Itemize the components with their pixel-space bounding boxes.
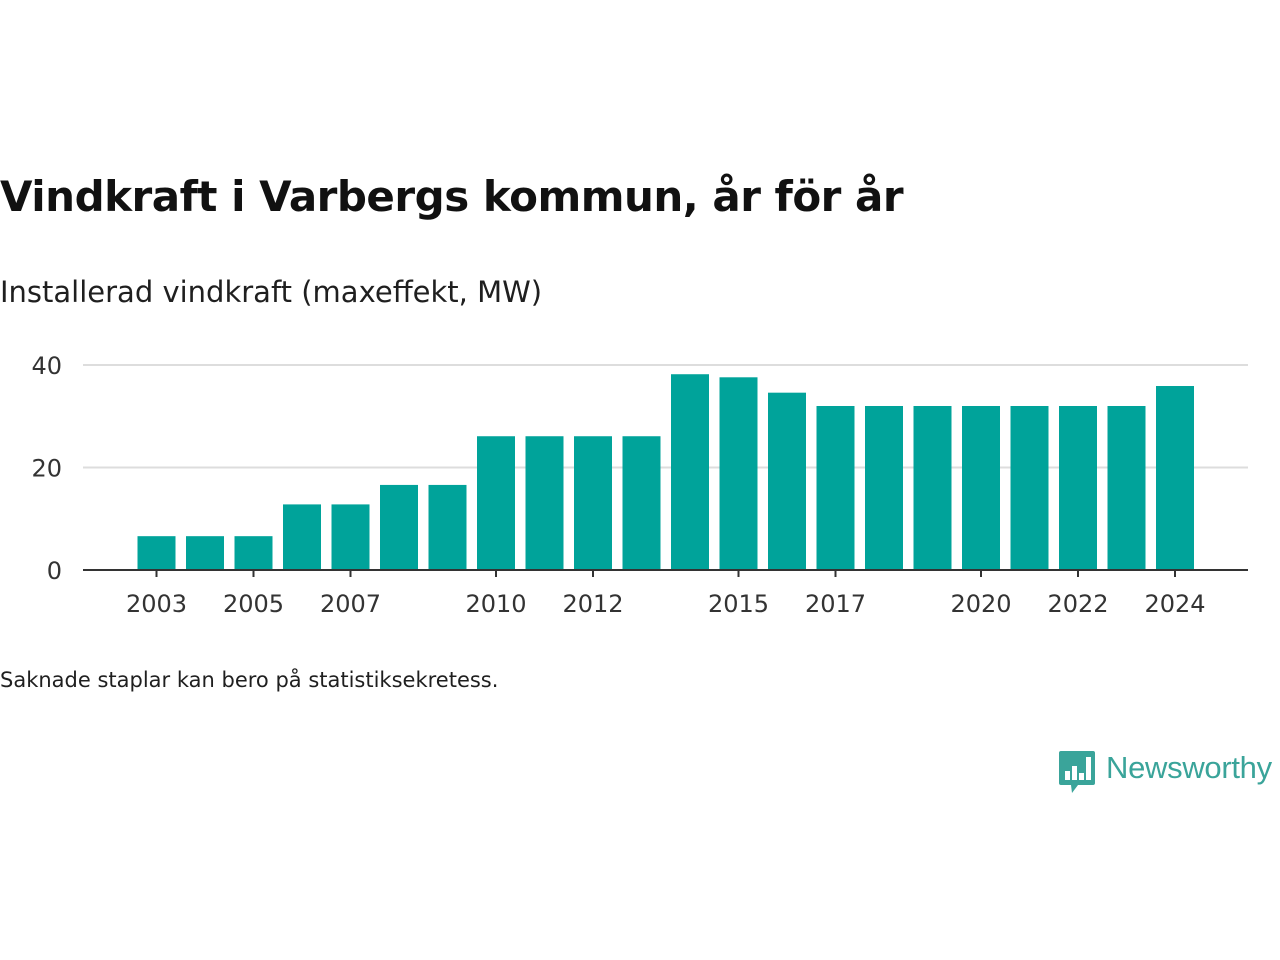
x-tick-label: 2005 (223, 590, 284, 618)
bar (477, 436, 515, 570)
newsworthy-logo-text: Newsworthy (1106, 750, 1272, 785)
bar (283, 504, 321, 570)
x-tick-label: 2010 (465, 590, 526, 618)
bar (671, 374, 709, 570)
bar (1156, 386, 1194, 570)
bar (574, 436, 612, 570)
x-tick-label: 2012 (562, 590, 623, 618)
bar-chart: 0 20 40 2003 2005 2007 2010 2012 2015 2017 2020 202… (31, 352, 1248, 618)
x-tick-label: 2003 (126, 590, 187, 618)
x-tick-label: 2024 (1144, 590, 1205, 618)
bar (137, 536, 176, 570)
x-tick-label: 2007 (320, 590, 381, 618)
footnote: Saknade staplar kan bero på statistiksek… (0, 668, 499, 692)
bar (865, 406, 903, 570)
y-tick-label: 0 (47, 557, 62, 585)
bar (719, 377, 758, 570)
y-tick-label: 40 (31, 352, 62, 380)
bar (768, 392, 806, 570)
bar (1059, 406, 1097, 570)
chart-subtitle: Installerad vindkraft (maxeffekt, MW) (0, 275, 543, 309)
bar (913, 406, 952, 570)
newsworthy-logo: Newsworthy (1058, 748, 1272, 796)
y-tick-label: 20 (31, 455, 62, 483)
bar (380, 484, 418, 570)
bar (186, 536, 224, 570)
bar (525, 436, 564, 570)
bar (1010, 406, 1049, 570)
x-tick-label: 2020 (950, 590, 1011, 618)
bar (331, 504, 370, 570)
chart-title: Vindkraft i Varbergs kommun, år för år (0, 172, 904, 221)
newsworthy-logo-icon (1059, 751, 1095, 793)
x-tick-label: 2017 (805, 590, 866, 618)
bar (428, 484, 467, 570)
bar (234, 536, 273, 570)
bar (816, 406, 855, 570)
bar (622, 436, 661, 570)
bar (962, 406, 1000, 570)
bar (1107, 406, 1146, 570)
x-tick-label: 2015 (708, 590, 769, 618)
x-tick-label: 2022 (1047, 590, 1108, 618)
